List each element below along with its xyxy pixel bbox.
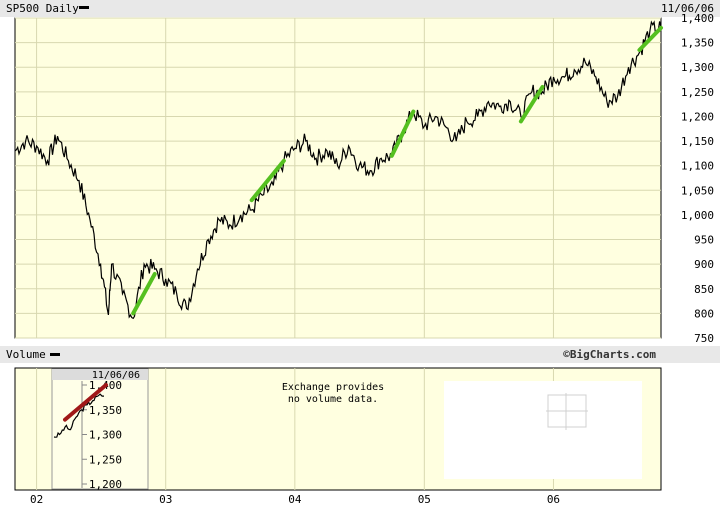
y-tick-label: 1,100 [681,160,714,173]
y-tick-label: 1,300 [681,61,714,74]
header-bar [0,0,720,17]
x-tick-label: 03 [159,493,172,506]
trendline-up [518,84,545,124]
inset-date: 11/06/06 [92,370,140,381]
volume-label: Volume [6,348,46,361]
minus-icon [79,6,89,9]
x-tick-label: 05 [418,493,431,506]
main-y-ticks: 750 800 850 900 950 1,000 1,050 1,100 1,150 1,200… [681,12,714,345]
watermark: ©BigCharts.com [563,348,656,361]
no-volume-line1: Exchange provides [282,382,384,393]
minus-icon [50,353,60,356]
y-tick-label: 950 [694,234,714,247]
y-tick-label: 1,000 [681,209,714,222]
y-tick-label: 800 [694,307,714,320]
inset-trendline [63,383,108,422]
x-axis-labels: 02 03 04 05 06 [30,493,560,506]
y-tick-label: 1,250 [681,86,714,99]
header-date: 11/06/06 [661,2,714,15]
blank-panel [444,381,642,479]
x-tick-label: 02 [30,493,43,506]
symbol-label: SP500 Daily [6,2,79,15]
y-tick-label: 1,400 [681,12,714,25]
inset-price-line [53,393,104,438]
y-tick-label: 1,200 [681,110,714,123]
x-tick-label: 06 [547,493,560,506]
x-tick-label: 04 [288,493,302,506]
trendline-up [131,272,157,316]
trendlines [131,25,663,316]
y-tick-label: 1,050 [681,184,714,197]
inset-y-tick-label: 1,300 [89,429,122,442]
main-x-gridlines [36,18,554,338]
price-line [14,20,662,320]
main-plot-area [14,17,662,339]
y-tick-label: 1,350 [681,37,714,50]
inset-y-tick-label: 1,350 [89,404,122,417]
y-tick-label: 850 [694,283,714,296]
y-tick-label: 750 [694,332,714,345]
inset-y-tick-label: 1,200 [89,478,122,491]
trendline-up [637,25,663,52]
y-tick-label: 900 [694,258,714,271]
volume-header-bar [0,346,720,363]
inset-date-bar [52,369,148,380]
no-volume-line2: no volume data. [288,394,378,405]
y-tick-label: 1,150 [681,135,714,148]
inset-y-tick-label: 1,250 [89,453,122,466]
price-series [14,20,662,320]
trendline-up [249,158,286,203]
trendline-up [389,109,416,158]
